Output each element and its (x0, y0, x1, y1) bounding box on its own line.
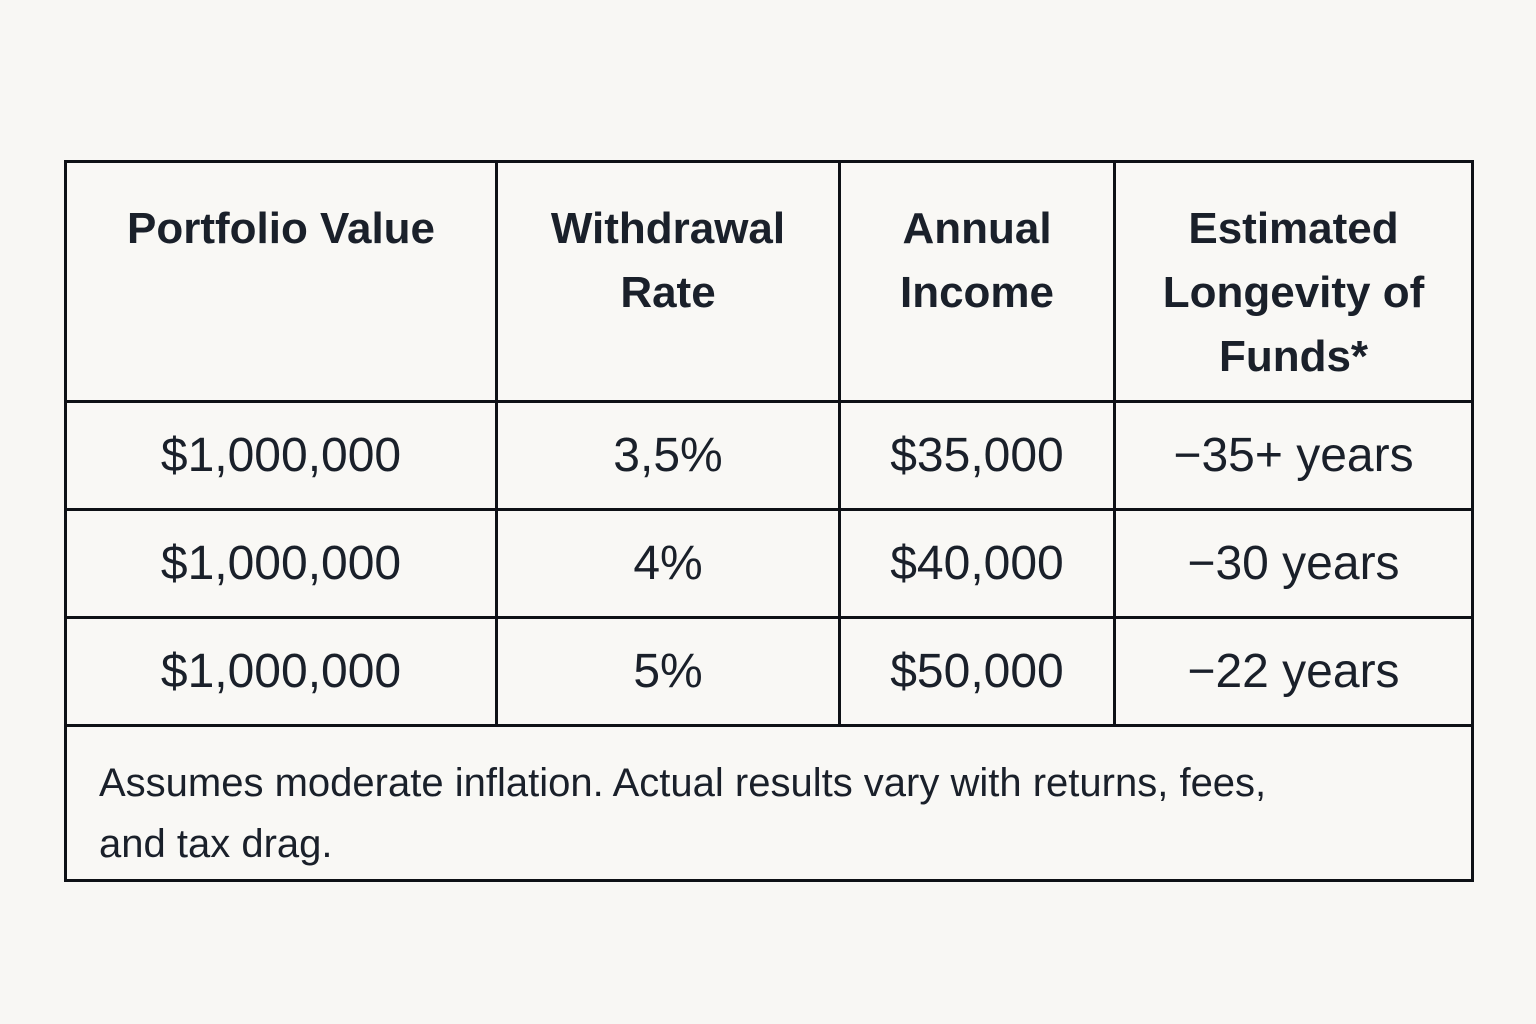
table-row: $1,000,000 3,5% $35,000 −35+ years (64, 400, 1474, 511)
cell-annual-income-row2: $40,000 (838, 508, 1116, 619)
footnote-row: Assumes moderate inflation. Actual resul… (64, 724, 1474, 882)
column-header-annual-income: Annual Income (838, 160, 1116, 403)
cell-portfolio-value-row1: $1,000,000 (64, 400, 498, 511)
column-header-withdrawal-rate: Withdrawal Rate (495, 160, 841, 403)
cell-longevity-row2: −30 years (1113, 508, 1474, 619)
cell-annual-income-row3: $50,000 (838, 616, 1116, 727)
cell-portfolio-value-row2: $1,000,000 (64, 508, 498, 619)
table-row: $1,000,000 4% $40,000 −30 years (64, 508, 1474, 619)
cell-portfolio-value-row3: $1,000,000 (64, 616, 498, 727)
withdrawal-table: Portfolio Value Withdrawal Rate Annual I… (64, 160, 1474, 882)
table-row: $1,000,000 5% $50,000 −22 years (64, 616, 1474, 727)
cell-withdrawal-rate-row3: 5% (495, 616, 841, 727)
header-row: Portfolio Value Withdrawal Rate Annual I… (64, 160, 1474, 403)
cell-withdrawal-rate-row2: 4% (495, 508, 841, 619)
cell-withdrawal-rate-row1: 3,5% (495, 400, 841, 511)
table-footnote: Assumes moderate inflation. Actual resul… (64, 724, 1474, 882)
cell-longevity-row1: −35+ years (1113, 400, 1474, 511)
column-header-portfolio-value: Portfolio Value (64, 160, 498, 403)
cell-longevity-row3: −22 years (1113, 616, 1474, 727)
cell-annual-income-row1: $35,000 (838, 400, 1116, 511)
column-header-estimated-longevity: Estimated Longevity of Funds* (1113, 160, 1474, 403)
